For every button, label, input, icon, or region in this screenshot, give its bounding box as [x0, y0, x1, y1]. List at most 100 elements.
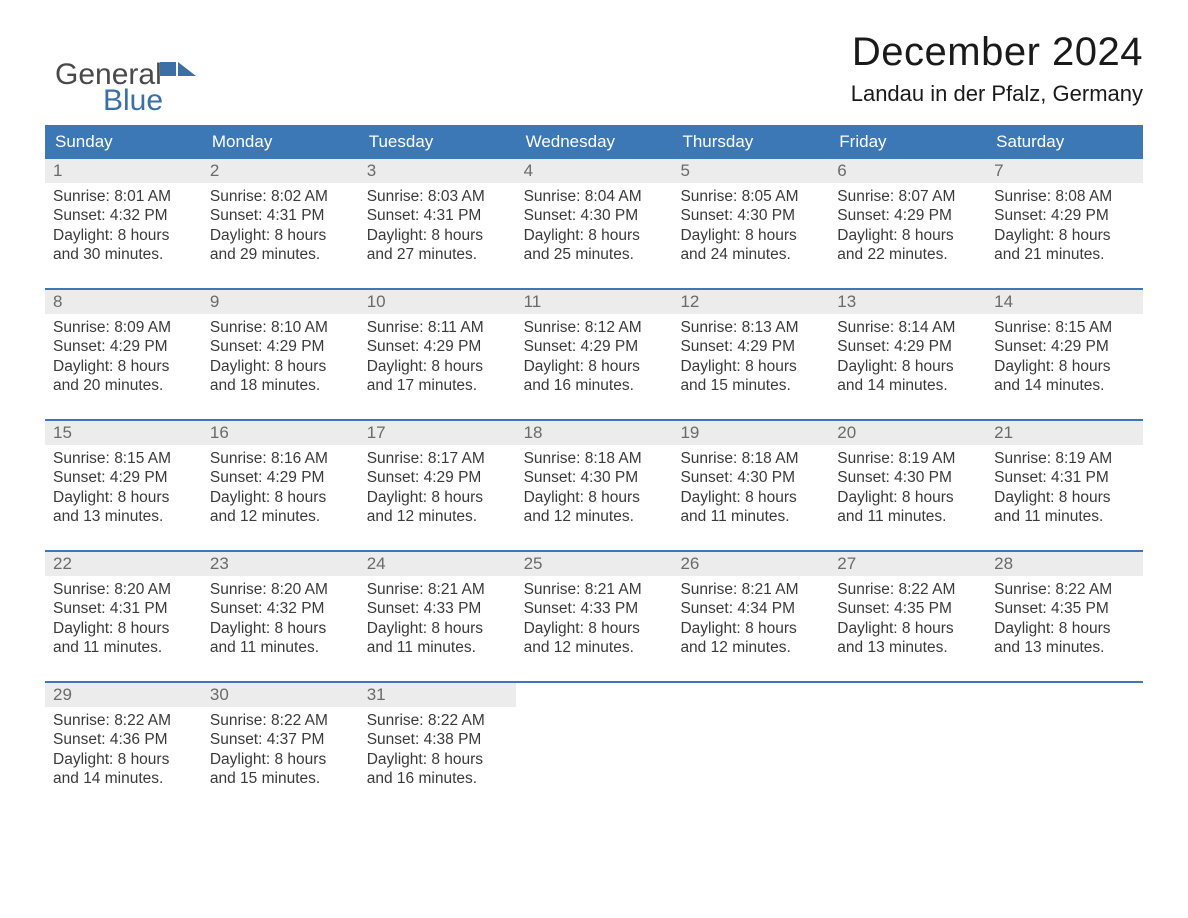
sunrise-line: Sunrise: 8:22 AM	[367, 711, 508, 730]
minutes-word: minutes.	[418, 246, 477, 263]
daylight-minutes: 12	[554, 508, 571, 525]
sunrise-label: Sunrise:	[210, 319, 267, 336]
sunrise-label: Sunrise:	[680, 450, 737, 467]
and-word: and	[837, 246, 863, 263]
daylight-hours: 8	[274, 227, 283, 244]
calendar-day: 20Sunrise: 8:19 AMSunset: 4:30 PMDayligh…	[829, 421, 986, 536]
hours-word: hours	[915, 358, 954, 375]
daylight-hours: 8	[431, 620, 440, 637]
daylight-label: Daylight:	[994, 358, 1054, 375]
day-body: Sunrise: 8:22 AMSunset: 4:35 PMDaylight:…	[829, 576, 986, 666]
sunset-line: Sunset: 4:33 PM	[367, 599, 508, 618]
daylight-minutes: 20	[83, 377, 100, 394]
hours-word: hours	[601, 620, 640, 637]
calendar-day: 3Sunrise: 8:03 AMSunset: 4:31 PMDaylight…	[359, 159, 516, 274]
daylight-hours: 8	[431, 489, 440, 506]
daylight-line-2: and 11 minutes.	[837, 507, 978, 526]
and-word: and	[524, 639, 550, 656]
sunrise-label: Sunrise:	[837, 450, 894, 467]
calendar-day	[672, 683, 829, 798]
and-word: and	[524, 246, 550, 263]
sunset-value: 4:37 PM	[267, 731, 325, 748]
calendar-day: 27Sunrise: 8:22 AMSunset: 4:35 PMDayligh…	[829, 552, 986, 667]
sunset-label: Sunset:	[210, 207, 263, 224]
and-word: and	[210, 508, 236, 525]
daylight-minutes: 13	[1024, 639, 1041, 656]
daylight-minutes: 24	[711, 246, 728, 263]
daylight-line-2: and 15 minutes.	[210, 769, 351, 788]
day-number: 24	[359, 552, 516, 576]
sunset-value: 4:30 PM	[737, 207, 795, 224]
calendar-day: 11Sunrise: 8:12 AMSunset: 4:29 PMDayligh…	[516, 290, 673, 405]
calendar-day: 21Sunrise: 8:19 AMSunset: 4:31 PMDayligh…	[986, 421, 1143, 536]
sunset-value: 4:29 PM	[580, 338, 638, 355]
sunrise-value: 8:22 AM	[898, 581, 955, 598]
day-body: Sunrise: 8:18 AMSunset: 4:30 PMDaylight:…	[672, 445, 829, 535]
day-body: Sunrise: 8:22 AMSunset: 4:35 PMDaylight:…	[986, 576, 1143, 666]
sunset-line: Sunset: 4:29 PM	[210, 337, 351, 356]
sunrise-value: 8:13 AM	[742, 319, 799, 336]
sunrise-label: Sunrise:	[53, 188, 110, 205]
and-word: and	[837, 508, 863, 525]
sunrise-label: Sunrise:	[524, 319, 581, 336]
daylight-line-2: and 12 minutes.	[524, 638, 665, 657]
calendar-day: 4Sunrise: 8:04 AMSunset: 4:30 PMDaylight…	[516, 159, 673, 274]
daylight-line-2: and 12 minutes.	[210, 507, 351, 526]
sunset-line: Sunset: 4:35 PM	[837, 599, 978, 618]
daylight-label: Daylight:	[53, 358, 113, 375]
sunset-line: Sunset: 4:30 PM	[524, 468, 665, 487]
daylight-line-2: and 11 minutes.	[680, 507, 821, 526]
daylight-label: Daylight:	[837, 620, 897, 637]
daylight-hours: 8	[118, 227, 127, 244]
daylight-label: Daylight:	[680, 358, 740, 375]
sunrise-value: 8:20 AM	[114, 581, 171, 598]
daylight-hours: 8	[902, 358, 911, 375]
calendar-day: 2Sunrise: 8:02 AMSunset: 4:31 PMDaylight…	[202, 159, 359, 274]
sunset-value: 4:32 PM	[110, 207, 168, 224]
calendar-day: 28Sunrise: 8:22 AMSunset: 4:35 PMDayligh…	[986, 552, 1143, 667]
sunrise-label: Sunrise:	[367, 319, 424, 336]
day-number: 21	[986, 421, 1143, 445]
hours-word: hours	[601, 358, 640, 375]
calendar-day: 8Sunrise: 8:09 AMSunset: 4:29 PMDaylight…	[45, 290, 202, 405]
daylight-hours: 8	[588, 227, 597, 244]
day-number: 1	[45, 159, 202, 183]
and-word: and	[210, 246, 236, 263]
sunrise-value: 8:10 AM	[271, 319, 328, 336]
daylight-line-2: and 11 minutes.	[367, 638, 508, 657]
day-number: 29	[45, 683, 202, 707]
day-number: 20	[829, 421, 986, 445]
calendar-week: 8Sunrise: 8:09 AMSunset: 4:29 PMDaylight…	[45, 288, 1143, 405]
sunset-label: Sunset:	[994, 469, 1047, 486]
dayname-sunday: Sunday	[45, 125, 202, 159]
daylight-label: Daylight:	[837, 227, 897, 244]
sunset-label: Sunset:	[524, 338, 577, 355]
sunset-label: Sunset:	[837, 469, 890, 486]
sunset-line: Sunset: 4:38 PM	[367, 730, 508, 749]
daylight-label: Daylight:	[680, 489, 740, 506]
day-number: 19	[672, 421, 829, 445]
hours-word: hours	[287, 620, 326, 637]
daylight-hours: 8	[588, 358, 597, 375]
daylight-hours: 8	[431, 227, 440, 244]
and-word: and	[524, 508, 550, 525]
daylight-hours: 8	[118, 358, 127, 375]
daylight-label: Daylight:	[524, 227, 584, 244]
day-body: Sunrise: 8:16 AMSunset: 4:29 PMDaylight:…	[202, 445, 359, 535]
hours-word: hours	[444, 489, 483, 506]
sunset-label: Sunset:	[367, 600, 420, 617]
calendar-week: 22Sunrise: 8:20 AMSunset: 4:31 PMDayligh…	[45, 550, 1143, 667]
daylight-label: Daylight:	[367, 227, 427, 244]
daylight-line-2: and 30 minutes.	[53, 245, 194, 264]
sunrise-line: Sunrise: 8:21 AM	[367, 580, 508, 599]
hours-word: hours	[131, 751, 170, 768]
calendar-day: 26Sunrise: 8:21 AMSunset: 4:34 PMDayligh…	[672, 552, 829, 667]
day-number: 15	[45, 421, 202, 445]
sunrise-label: Sunrise:	[994, 581, 1051, 598]
daylight-minutes: 11	[83, 639, 99, 656]
calendar-day: 25Sunrise: 8:21 AMSunset: 4:33 PMDayligh…	[516, 552, 673, 667]
sunrise-value: 8:03 AM	[428, 188, 485, 205]
daylight-minutes: 12	[711, 639, 728, 656]
sunrise-line: Sunrise: 8:21 AM	[524, 580, 665, 599]
sunset-line: Sunset: 4:30 PM	[837, 468, 978, 487]
